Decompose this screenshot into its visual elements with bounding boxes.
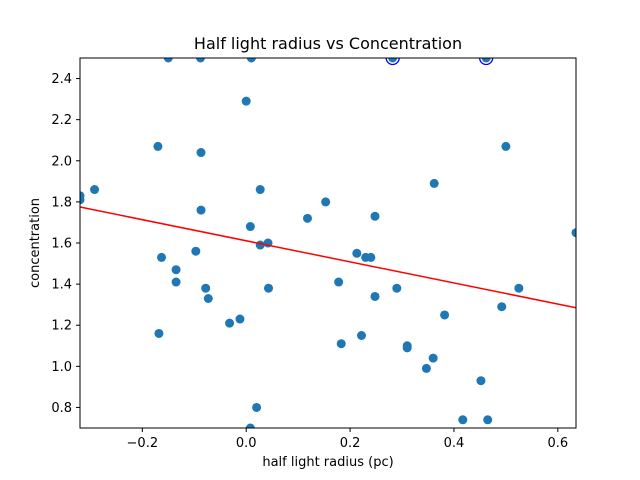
- data-point: [235, 314, 245, 324]
- highlight-ring: [385, 58, 400, 66]
- data-point: [163, 58, 173, 63]
- data-point: [370, 291, 380, 301]
- x-tick-label: 0.4: [444, 436, 465, 451]
- x-tick-label: 0.2: [340, 436, 361, 451]
- data-point: [458, 415, 468, 425]
- data-point: [203, 294, 213, 303]
- data-point: [245, 423, 255, 428]
- data-point: [429, 178, 439, 188]
- data-point: [514, 283, 524, 293]
- y-tick-label: 1.6: [51, 237, 72, 252]
- data-point: [302, 213, 312, 223]
- y-tick-label: 0.8: [51, 401, 72, 416]
- y-tick-label: 1.2: [51, 319, 72, 334]
- x-tick-label: 0.6: [547, 436, 568, 451]
- data-point: [571, 228, 576, 238]
- data-point: [171, 265, 181, 275]
- y-tick-label: 1.0: [51, 360, 72, 375]
- y-axis: 0.8 1.0 1.2 1.4 1.6 1.8 2.0 2.2 2.4: [51, 72, 80, 416]
- highlight-ring: [479, 58, 494, 66]
- data-point: [255, 240, 265, 250]
- data-point: [402, 343, 412, 353]
- data-point: [366, 252, 376, 262]
- data-point: [90, 185, 100, 195]
- data-point: [196, 205, 206, 215]
- data-point: [241, 96, 251, 106]
- data-point: [80, 195, 85, 205]
- data-point: [191, 246, 201, 256]
- y-tick-label: 1.8: [51, 195, 72, 210]
- data-point: [336, 339, 346, 349]
- data-point: [195, 58, 205, 63]
- data-point: [476, 376, 486, 386]
- data-point: [245, 222, 255, 232]
- y-tick-label: 2.0: [51, 154, 72, 169]
- data-point: [352, 248, 362, 258]
- data-point: [357, 331, 366, 340]
- data-point: [440, 310, 450, 320]
- x-tick-label: 0.0: [236, 436, 257, 451]
- data-point: [246, 58, 256, 63]
- x-tick-label: −0.2: [127, 436, 159, 451]
- plot-area: [80, 58, 576, 428]
- highlighted-data-point: [388, 58, 398, 63]
- data-point: [428, 353, 438, 363]
- data-point: [370, 211, 380, 221]
- y-tick-label: 2.4: [51, 72, 72, 87]
- y-axis-label: concentration: [28, 198, 43, 288]
- data-point: [225, 318, 235, 328]
- data-point: [153, 141, 163, 151]
- data-point: [154, 328, 164, 338]
- data-point: [171, 277, 181, 287]
- data-point: [334, 277, 344, 287]
- data-point: [201, 283, 211, 293]
- data-point: [483, 415, 493, 425]
- data-point: [501, 141, 511, 151]
- data-point: [321, 197, 331, 207]
- data-point: [421, 363, 431, 373]
- data-point: [196, 148, 206, 158]
- highlighted-data-point: [481, 58, 491, 63]
- x-axis: −0.2 0.0 0.2 0.4 0.6: [127, 428, 568, 451]
- data-point: [255, 185, 265, 195]
- y-tick-label: 2.2: [51, 113, 72, 128]
- data-layer: [80, 58, 576, 428]
- data-point: [264, 283, 274, 293]
- chart-title: Half light radius vs Concentration: [194, 34, 462, 53]
- data-point: [392, 283, 402, 293]
- data-point: [157, 252, 167, 262]
- data-point: [497, 302, 507, 312]
- data-point: [252, 402, 262, 412]
- trend-line: [80, 206, 576, 309]
- y-tick-label: 1.4: [51, 278, 72, 293]
- x-axis-label: half light radius (pc): [262, 455, 393, 470]
- axes-frame: [79, 57, 577, 429]
